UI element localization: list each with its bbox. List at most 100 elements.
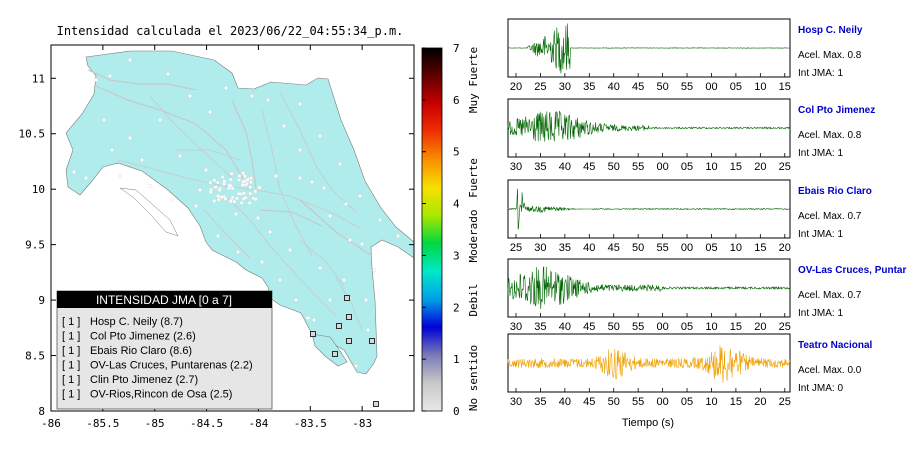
time-tick-label: 20	[754, 321, 766, 333]
station-marker	[110, 148, 114, 152]
station-marker	[208, 110, 212, 114]
colorbar-category-label: No sentido	[467, 345, 480, 411]
time-tick-label: 00	[705, 81, 717, 93]
station-marker	[237, 174, 242, 178]
legend-item-name: Col Pto Jimenez (2.6)	[90, 331, 196, 343]
reporting-stations	[310, 295, 379, 407]
reporting-station-marker	[336, 323, 342, 329]
nicoya-gulf-water	[119, 187, 179, 237]
station-name: OV-Las Cruces, Puntar	[798, 265, 906, 276]
road-line	[176, 149, 241, 161]
intensity-legend: INTENSIDAD JMA [0 a 7] [ 1 ] Hosp C. Neil…	[56, 290, 273, 410]
time-tick-label: 40	[559, 161, 571, 173]
time-tick-label: 25	[779, 396, 791, 408]
time-tick-label: 50	[608, 321, 620, 333]
time-tick-label: 40	[559, 396, 571, 408]
time-tick-label: 00	[656, 396, 668, 408]
legend-item-level: [ 1 ]	[62, 316, 80, 328]
colorbar-category-label: Moderado	[467, 210, 480, 263]
seismogram-panels: 20 25 30 35 40 45 50 55 00 05 10 15 Hosp C. Neily Ace…	[507, 18, 906, 408]
legend-item-name: Hosp C. Neily (8.7)	[90, 316, 183, 328]
road-line	[279, 91, 357, 213]
station-marker	[128, 58, 132, 62]
time-tick-label: 45	[583, 161, 595, 173]
station-marker	[236, 192, 241, 196]
intensity-map: Intensidad calculada el 2023/06/22_04:55…	[19, 24, 415, 430]
legend-item-name: Clin Pto Jimenez (2.7)	[90, 374, 198, 386]
station-marker	[242, 191, 246, 195]
station-marker	[298, 102, 302, 106]
station-marker	[348, 238, 352, 242]
time-tick-label: 10	[705, 396, 717, 408]
reporting-station-marker	[332, 351, 338, 357]
station-marker	[358, 194, 362, 198]
station-name: Col Pto Jimenez	[798, 105, 875, 116]
road-line	[335, 277, 363, 331]
time-axis-label: Tiempo (s)	[622, 417, 674, 429]
time-tick-label: 20	[754, 396, 766, 408]
time-tick-label: 50	[608, 161, 620, 173]
map-title: Intensidad calculada el 2023/06/22_04:55…	[57, 24, 404, 38]
station-marker	[318, 134, 322, 138]
station-name: Hosp C. Neily	[798, 25, 863, 36]
time-tick-label: 05	[705, 242, 717, 254]
legend-item-level: [ 1 ]	[62, 374, 80, 386]
seismogram-panel: 20 25 30 35 40 45 50 55 00 05 10 15 Hosp C. Neily Ace…	[507, 18, 863, 93]
time-tick-label: 35	[583, 81, 595, 93]
station-marker	[217, 188, 222, 192]
colorbar-tick-label: 0	[453, 405, 460, 418]
station-intensity: Int JMA: 1	[798, 148, 843, 159]
station-marker	[230, 186, 235, 190]
intensity-colorbar: 7 6 5 4 3 2 1 0 Muy Fuerte Fuerte Moderado Debil No…	[421, 42, 480, 418]
station-marker	[224, 86, 228, 90]
colorbar-category-label: Fuerte	[467, 158, 480, 198]
station-marker	[239, 201, 244, 205]
lat-tick-label: 9	[38, 294, 45, 307]
trace-frame	[507, 333, 791, 393]
waveform-trace	[507, 265, 791, 310]
station-marker	[248, 191, 252, 196]
station-marker	[248, 185, 252, 190]
road-line	[231, 99, 257, 189]
station-marker	[298, 148, 302, 152]
station-markers	[72, 58, 400, 408]
station-marker	[232, 199, 237, 204]
map-frame	[50, 44, 415, 412]
time-tick-label: 30	[510, 396, 522, 408]
legend-item-name: Ebais Rio Claro (8.6)	[90, 345, 192, 357]
station-marker	[188, 94, 192, 98]
time-tick-label: 30	[510, 161, 522, 173]
station-marker	[158, 118, 162, 122]
time-tick-label: 25	[510, 242, 522, 254]
legend-items: [ 1 ] Hosp C. Neily (8.7) [ 1 ] Col Pto Jim…	[62, 316, 253, 401]
road-line	[299, 199, 373, 257]
station-marker	[260, 260, 264, 264]
lon-tick-label: -83	[352, 417, 372, 430]
legend-item-level: [ 1 ]	[62, 360, 80, 372]
station-intensity: Int JMA: 0	[798, 383, 843, 394]
station-marker	[310, 180, 314, 184]
lon-tick-label: -85.5	[86, 417, 119, 430]
station-marker	[84, 176, 88, 180]
lon-tick-label: -85	[145, 417, 165, 430]
station-marker	[253, 189, 257, 193]
station-marker	[204, 168, 208, 172]
station-acceleration: Acel. Max. 0.8	[798, 130, 862, 141]
waveform-trace	[507, 23, 791, 74]
station-marker	[328, 298, 332, 302]
station-marker	[364, 298, 368, 302]
station-marker	[72, 170, 76, 174]
station-marker	[228, 184, 233, 188]
station-marker	[198, 188, 202, 192]
station-marker	[370, 404, 374, 408]
road-line	[87, 69, 197, 91]
colorbar-tick-label: 6	[453, 94, 460, 107]
legend-box	[56, 290, 273, 410]
seismogram-panel: 30 35 40 45 50 55 00 05 10 15 20 25 Col Pto Jimenez A…	[507, 98, 875, 173]
lat-tick-label: 10.5	[19, 128, 46, 141]
time-tick-label: 20	[510, 81, 522, 93]
station-marker	[274, 174, 278, 178]
time-tick-label: 10	[705, 161, 717, 173]
station-marker	[312, 318, 316, 322]
station-marker	[231, 195, 235, 199]
